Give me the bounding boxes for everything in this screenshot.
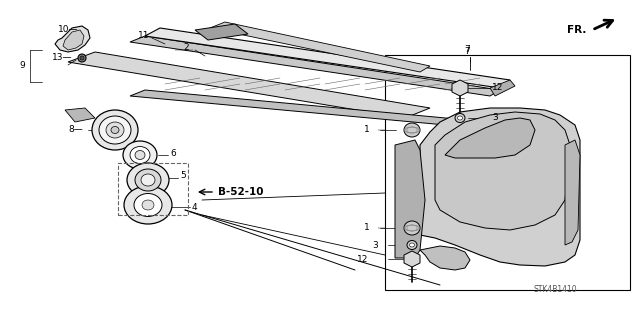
- Polygon shape: [145, 28, 510, 88]
- Text: 4: 4: [192, 203, 198, 211]
- Polygon shape: [195, 24, 248, 40]
- Ellipse shape: [142, 200, 154, 210]
- Text: 6: 6: [170, 149, 176, 158]
- Polygon shape: [395, 140, 425, 258]
- Text: B-52-10: B-52-10: [218, 187, 264, 197]
- Text: 13—: 13—: [52, 54, 72, 63]
- Text: 3: 3: [372, 241, 378, 249]
- Ellipse shape: [124, 186, 172, 224]
- Ellipse shape: [130, 146, 150, 164]
- Polygon shape: [55, 26, 90, 52]
- Text: 1: 1: [364, 125, 370, 135]
- Text: 7: 7: [464, 46, 470, 55]
- Text: 12: 12: [356, 256, 368, 264]
- Polygon shape: [65, 108, 95, 122]
- Ellipse shape: [455, 114, 465, 122]
- Ellipse shape: [141, 174, 155, 186]
- Ellipse shape: [135, 151, 145, 160]
- Text: 2: 2: [183, 43, 189, 53]
- Text: 10—: 10—: [58, 26, 79, 34]
- Ellipse shape: [106, 122, 124, 138]
- Ellipse shape: [80, 56, 84, 60]
- Polygon shape: [445, 118, 535, 158]
- Polygon shape: [210, 22, 430, 72]
- Polygon shape: [420, 108, 580, 266]
- Ellipse shape: [78, 54, 86, 62]
- Ellipse shape: [127, 163, 169, 197]
- Text: FR.: FR.: [566, 25, 586, 35]
- Polygon shape: [130, 90, 510, 130]
- Bar: [385, 55, 630, 290]
- Ellipse shape: [135, 169, 161, 191]
- Text: 5: 5: [180, 172, 186, 181]
- Polygon shape: [435, 112, 570, 230]
- Polygon shape: [420, 246, 470, 270]
- Polygon shape: [490, 80, 515, 96]
- Text: STK4B1410: STK4B1410: [533, 286, 577, 294]
- Polygon shape: [404, 251, 420, 267]
- Text: 12: 12: [492, 83, 504, 92]
- Ellipse shape: [410, 243, 415, 247]
- Text: 7: 7: [464, 48, 470, 56]
- Ellipse shape: [123, 141, 157, 169]
- Ellipse shape: [404, 123, 420, 137]
- Ellipse shape: [407, 241, 417, 249]
- Polygon shape: [565, 140, 580, 245]
- Bar: [118, 163, 188, 215]
- Polygon shape: [130, 36, 500, 96]
- Ellipse shape: [92, 110, 138, 150]
- Text: 9: 9: [19, 62, 25, 70]
- Polygon shape: [452, 80, 468, 96]
- Ellipse shape: [111, 127, 119, 133]
- Ellipse shape: [99, 116, 131, 144]
- Polygon shape: [68, 52, 430, 118]
- Ellipse shape: [134, 194, 162, 217]
- Polygon shape: [63, 30, 84, 50]
- Ellipse shape: [404, 221, 420, 235]
- Text: 8—: 8—: [68, 125, 83, 135]
- Ellipse shape: [458, 116, 463, 120]
- Text: 3: 3: [492, 113, 498, 122]
- Text: 11: 11: [138, 31, 150, 40]
- Text: 1: 1: [364, 224, 370, 233]
